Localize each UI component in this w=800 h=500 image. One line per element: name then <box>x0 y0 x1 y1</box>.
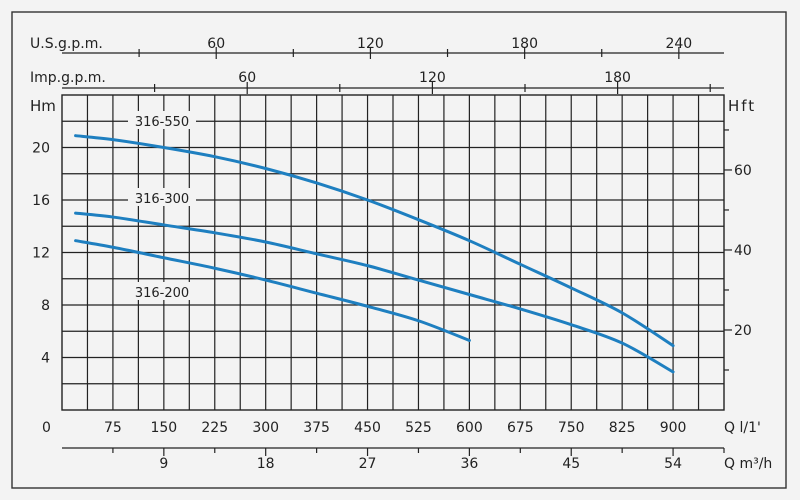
imp-gpm-tick-label: 120 <box>419 70 446 86</box>
us-gpm-tick-label: 120 <box>357 36 384 52</box>
x-tick-label: 375 <box>303 420 330 436</box>
us-gpm-unit-label: U.S.g.p.m. <box>30 36 103 52</box>
m3h-tick-label: 54 <box>664 456 682 472</box>
x-tick-label: 825 <box>609 420 636 436</box>
m3h-tick-label: 45 <box>562 456 580 472</box>
x-tick-label: 75 <box>104 420 122 436</box>
m3h-tick-label: 36 <box>460 456 478 472</box>
imp-gpm-unit-label: Imp.g.p.m. <box>30 70 106 86</box>
us-gpm-tick-label: 60 <box>207 36 225 52</box>
x-tick-label: 600 <box>456 420 483 436</box>
left-axis-unit-label: Hm <box>30 97 56 115</box>
chart-frame <box>11 11 787 489</box>
series-label-background <box>128 188 196 206</box>
x-tick-label: 750 <box>558 420 585 436</box>
us-gpm-tick-label: 180 <box>511 36 538 52</box>
hft-tick-label: 40 <box>734 243 752 259</box>
x-primary-unit-label: Q l/1' <box>724 420 761 436</box>
x-tick-label: 450 <box>354 420 381 436</box>
x-tick-label: 525 <box>405 420 432 436</box>
series-label-316-300: 316-300 <box>135 192 189 207</box>
x-tick-label: 150 <box>150 420 177 436</box>
x-zero-label: 0 <box>42 420 51 436</box>
x-secondary-unit-label: Q m³/h <box>724 456 772 472</box>
series-label-316-200: 316-200 <box>135 286 189 301</box>
y-tick-label: 20 <box>32 141 50 157</box>
y-tick-label: 12 <box>32 246 50 262</box>
y-tick-label: 16 <box>32 193 50 209</box>
x-tick-label: 900 <box>660 420 687 436</box>
hft-tick-label: 20 <box>734 323 752 339</box>
m3h-tick-label: 9 <box>159 456 168 472</box>
x-tick-label: 225 <box>201 420 228 436</box>
imp-gpm-tick-label: 60 <box>238 70 256 86</box>
pump-curve-316-550 <box>74 134 675 348</box>
pump-curves <box>74 134 675 374</box>
series-label-background <box>128 282 196 300</box>
m3h-tick-label: 27 <box>359 456 377 472</box>
series-labels: 316-550 316-300 316-200 <box>128 111 196 301</box>
series-label-316-550: 316-550 <box>135 115 189 130</box>
series-label-background <box>128 111 196 129</box>
x-tick-label: 300 <box>252 420 279 436</box>
right-axis-unit-label: Hft <box>728 97 756 115</box>
us-gpm-tick-label: 240 <box>665 36 692 52</box>
hft-tick-label: 60 <box>734 163 752 179</box>
m3h-tick-label: 18 <box>257 456 275 472</box>
x-tick-label: 675 <box>507 420 534 436</box>
y-tick-label: 8 <box>41 298 50 314</box>
pump-curve-316-300 <box>74 211 675 374</box>
y-tick-label: 4 <box>41 351 50 367</box>
axes: U.S.g.p.m. Imp.g.p.m. Hm Hft 0 Q l/1' Q … <box>30 36 772 472</box>
imp-gpm-tick-label: 180 <box>604 70 631 86</box>
pump-curve-316-200 <box>74 239 471 342</box>
